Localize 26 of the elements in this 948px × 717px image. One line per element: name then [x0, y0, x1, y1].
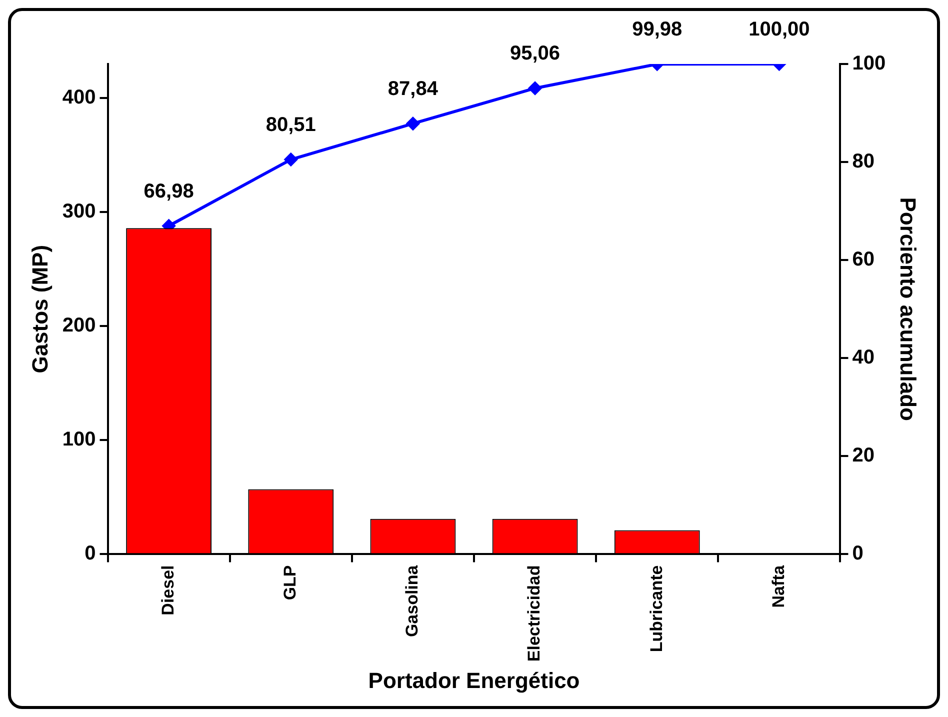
x-tick-label: Lubricante	[646, 565, 666, 652]
data-label: 80,51	[266, 114, 316, 136]
y2-tick-label: 20	[852, 444, 874, 467]
y2-tick-label: 100	[852, 52, 886, 75]
data-label: 95,06	[510, 42, 560, 65]
x-axis-title: Portador Energético	[368, 668, 580, 693]
data-label: 100,00	[748, 18, 810, 41]
y-tick-label: 0	[84, 542, 96, 565]
x-tick-label: GLP	[280, 565, 300, 600]
x-tick-label: Gasolina	[402, 564, 422, 638]
data-label: 99,98	[632, 18, 682, 41]
y2-tick-label: 40	[852, 346, 874, 369]
x-tick-label: Nafta	[768, 564, 788, 608]
x-tick-label: Electricidad	[524, 565, 544, 662]
data-label: 66,98	[144, 180, 194, 202]
y2-tick-label: 80	[852, 150, 874, 173]
y-tick-label: 300	[62, 200, 96, 223]
y-tick-label: 400	[62, 86, 96, 109]
y2-tick-label: 60	[852, 248, 874, 271]
y-tick-label: 200	[62, 314, 96, 337]
y-tick-label: 100	[62, 428, 96, 451]
x-tick-label: Diesel	[158, 565, 178, 616]
y2-axis-title: Porciento acumulado	[896, 197, 921, 421]
y-axis-title: Gastos (MP)	[27, 244, 52, 374]
data-label: 87,84	[388, 78, 439, 100]
y2-tick-label: 0	[852, 542, 864, 565]
